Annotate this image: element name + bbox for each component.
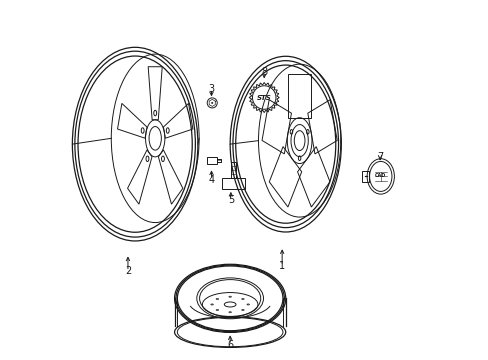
Text: 3: 3 <box>208 84 214 94</box>
Bar <box>217 159 220 162</box>
Text: STS: STS <box>256 95 271 100</box>
Text: 6: 6 <box>226 340 233 350</box>
Bar <box>231 162 236 178</box>
Text: CAD: CAD <box>374 172 386 177</box>
Text: 2: 2 <box>124 266 131 276</box>
Circle shape <box>211 102 213 104</box>
Text: 4: 4 <box>208 175 214 185</box>
Text: 1: 1 <box>279 261 285 271</box>
Text: 8: 8 <box>261 67 267 77</box>
Text: 7: 7 <box>376 152 383 162</box>
Bar <box>207 157 217 163</box>
Text: 5: 5 <box>227 195 234 205</box>
